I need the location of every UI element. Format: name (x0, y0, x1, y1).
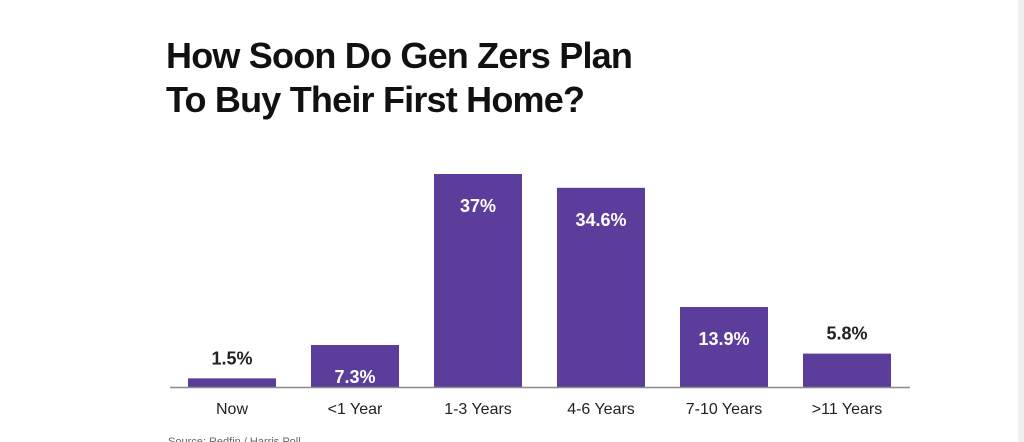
page-edge-divider (1018, 0, 1024, 442)
bar-3 (434, 174, 522, 387)
data-label-6: 5.8% (826, 324, 867, 344)
category-label-3: 1-3 Years (444, 401, 512, 418)
chart-title: How Soon Do Gen Zers Plan To Buy Their F… (166, 34, 786, 122)
data-label-5: 13.9% (698, 329, 749, 349)
bar-2 (311, 344, 399, 387)
data-label-1: 1.5% (211, 348, 252, 368)
category-label-6: >11 Years (812, 401, 882, 418)
bar-1 (188, 378, 276, 387)
chart-title-line-2: To Buy Their First Home? (166, 79, 585, 120)
data-label-2: 7.3% (334, 367, 375, 387)
data-label-4: 34.6% (575, 210, 626, 230)
chart-title-line-1: How Soon Do Gen Zers Plan (166, 35, 633, 76)
data-label-3: 37% (460, 196, 496, 216)
category-label-5: 7-10 Years (686, 401, 763, 418)
bar-4 (557, 187, 645, 387)
category-label-4: 4-6 Years (567, 401, 635, 418)
bar-6 (803, 353, 891, 387)
source-note: Source: Redfin / Harris Poll (168, 436, 301, 442)
category-label-1: Now (216, 401, 248, 418)
bar-5 (680, 306, 768, 387)
category-label-2: <1 Year (328, 401, 383, 418)
